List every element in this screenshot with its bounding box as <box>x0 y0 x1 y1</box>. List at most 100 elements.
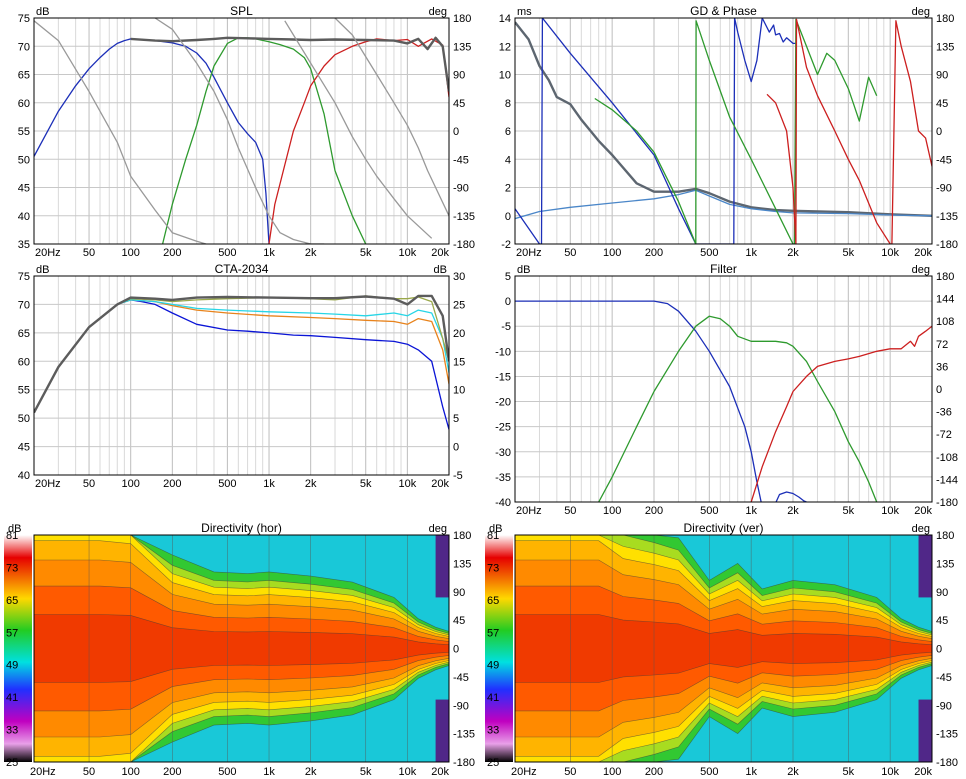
x-tick-label: 100 <box>122 766 140 778</box>
chart-title: SPL <box>230 4 253 18</box>
chart-title: Directivity (ver) <box>684 521 764 535</box>
x-tick-label: 5k <box>843 766 855 778</box>
y2-tick-label: 72 <box>936 339 948 351</box>
chart-title: GD & Phase <box>690 4 757 18</box>
y2-tick-label: -135 <box>936 729 958 741</box>
x-tick-label: 10k <box>881 247 899 259</box>
heatmap-panel-directivity-hor-: 20Hz 50 100 200 500 1k 2k 5k 10k 20k 81 73 65 57 49 41 3… <box>4 521 475 778</box>
x-tick-label: 500 <box>700 505 718 517</box>
y2-tick-label: 30 <box>453 271 465 283</box>
x-tick-label: 20Hz <box>516 505 542 517</box>
y2-tick-label: -72 <box>936 429 952 441</box>
y2-tick-label: -90 <box>453 700 469 712</box>
y2-tick-label: -180 <box>936 497 958 509</box>
y2-tick-label: -90 <box>453 183 469 195</box>
x-tick-label: 100 <box>603 505 621 517</box>
y2-tick-label: 0 <box>936 384 942 396</box>
x-tick-label: 20k <box>914 766 932 778</box>
x-tick-label: 5k <box>843 505 855 517</box>
x-tick-label: 50 <box>83 478 95 490</box>
y2-tick-label: -180 <box>936 239 958 251</box>
series-line-6 <box>154 18 325 244</box>
y-tick-label: 65 <box>18 328 30 340</box>
y-unit-label: dB <box>489 523 502 535</box>
series-line-2 <box>515 18 796 244</box>
y2-tick-label: 45 <box>453 615 465 627</box>
x-tick-label: 1k <box>263 478 275 490</box>
chart-panel-cta-2034: 20Hz 50 100 200 500 1k 2k 5k 10k 20k4045505560657… <box>18 262 466 490</box>
x-tick-label: 1k <box>745 247 757 259</box>
y2-tick-label: -45 <box>936 154 952 166</box>
heatmap-panel-directivity-ver-: 20Hz 50 100 200 500 1k 2k 5k 10k 20k 81 73 65 57 49 41 3… <box>485 521 958 778</box>
x-tick-label: 20Hz <box>516 247 542 259</box>
y-tick-label: 4 <box>505 154 511 166</box>
plot-frame <box>514 275 933 503</box>
y2-tick-label: 135 <box>453 558 471 570</box>
x-tick-label: 5k <box>843 247 855 259</box>
y2-tick-label: 90 <box>453 587 465 599</box>
colorbar-tick-label: 49 <box>487 660 499 672</box>
y2-tick-label: -36 <box>936 407 952 419</box>
series-line-0 <box>515 300 807 502</box>
y2-tick-label: -135 <box>453 211 475 223</box>
y2-tick-label: 90 <box>453 70 465 82</box>
series-line-1 <box>598 315 878 502</box>
series-line-4 <box>34 20 132 177</box>
plot-area <box>34 276 449 475</box>
heatmap-field <box>34 535 449 762</box>
x-tick-label: 20Hz <box>30 766 56 778</box>
x-tick-label: 50 <box>564 505 576 517</box>
colorbar-tick-label: 49 <box>6 660 18 672</box>
y2-tick-label: -90 <box>936 700 952 712</box>
y-tick-label: 40 <box>18 211 30 223</box>
x-tick-label: 100 <box>603 247 621 259</box>
x-tick-label: 2k <box>305 766 317 778</box>
x-tick-label: 50 <box>83 766 95 778</box>
heatmap-field <box>515 535 932 762</box>
y-tick-label: 65 <box>18 70 30 82</box>
colorbar-tick-label: 73 <box>6 562 18 574</box>
colorbar-tick-label: 57 <box>6 627 18 639</box>
colorbar-tick-label: 33 <box>6 725 18 737</box>
colorbar-tick-label: 81 <box>6 530 18 542</box>
y2-unit-label: deg <box>429 6 447 18</box>
series-line-4 <box>34 294 449 414</box>
y2-tick-label: 45 <box>936 615 948 627</box>
hf-offaxis-region <box>435 535 449 598</box>
colorbar-tick-label: 73 <box>487 562 499 574</box>
y-tick-label: 60 <box>18 356 30 368</box>
x-tick-label: 50 <box>83 247 95 259</box>
x-tick-label: 20k <box>431 766 449 778</box>
y-tick-label: 50 <box>18 413 30 425</box>
y-tick-label: -35 <box>495 472 511 484</box>
series-line-1 <box>515 189 932 220</box>
chart-panel-spl: 20Hz 50 100 200 500 1k 2k 5k 10k 20k 35 40 45 50 55 60 6… <box>18 4 475 259</box>
y-tick-label: -30 <box>495 447 511 459</box>
colorbar-tick-label: 65 <box>487 595 499 607</box>
x-tick-label: 5k <box>360 247 372 259</box>
plot-frame <box>33 534 450 763</box>
series-line-3 <box>130 36 449 92</box>
y-tick-label: 12 <box>499 41 511 53</box>
y2-tick-label: 45 <box>936 98 948 110</box>
y2-tick-label: 0 <box>936 644 942 656</box>
chart-panel-filter: 20Hz 50 100 200 500 1k 2k 5k 10k 20k-40-35-30-25-… <box>495 262 958 517</box>
series-group <box>34 294 449 430</box>
colorbar <box>4 535 32 762</box>
x-tick-label: 1k <box>263 247 275 259</box>
y-tick-label: -15 <box>495 371 511 383</box>
y2-tick-label: 90 <box>936 587 948 599</box>
y-tick-label: 35 <box>18 239 30 251</box>
y-tick-label: -40 <box>495 497 511 509</box>
x-tick-label: 2k <box>305 478 317 490</box>
y-tick-label: -10 <box>495 346 511 358</box>
y-tick-label: 0 <box>505 211 511 223</box>
colorbar-tick-label: 57 <box>487 627 499 639</box>
y2-tick-label: -180 <box>453 239 475 251</box>
plot-area <box>515 276 932 502</box>
y-tick-label: -2 <box>501 239 511 251</box>
x-tick-label: 2k <box>305 247 317 259</box>
x-tick-label: 1k <box>745 505 757 517</box>
y-unit-label: dB <box>517 264 530 276</box>
